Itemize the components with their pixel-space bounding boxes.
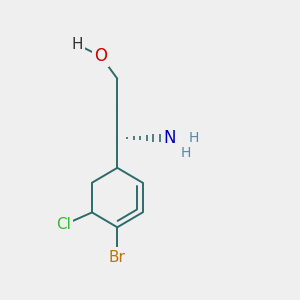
Text: O: O: [94, 47, 107, 65]
Text: Br: Br: [109, 250, 126, 265]
Text: H: H: [189, 131, 199, 145]
Text: N: N: [163, 129, 176, 147]
Text: Cl: Cl: [56, 218, 71, 232]
Text: H: H: [71, 37, 83, 52]
Text: H: H: [181, 146, 191, 160]
